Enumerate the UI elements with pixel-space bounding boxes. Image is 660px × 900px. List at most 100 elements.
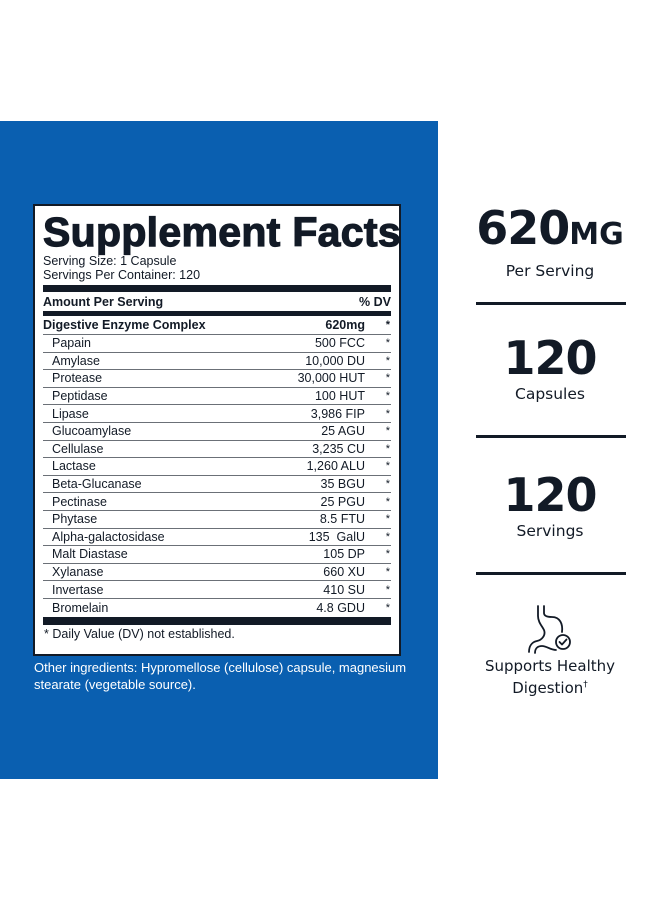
stat-servings: 120 Servings bbox=[440, 470, 660, 541]
stat-number: 120 bbox=[503, 468, 597, 522]
ingredient-name: Glucoamylase bbox=[52, 424, 132, 439]
ingredient-dv: * bbox=[385, 495, 390, 508]
ingredient-dv: * bbox=[385, 390, 390, 403]
ingredient-amount: 100 HUT bbox=[314, 389, 365, 404]
ingredient-dv: * bbox=[385, 548, 390, 561]
ingredient-amount: 8.5 FTU bbox=[319, 512, 365, 527]
table-row: Xylanase 660 XU * bbox=[43, 564, 391, 582]
facts-title: Supplement Facts bbox=[42, 209, 401, 255]
table-row-complex: Digestive Enzyme Complex 620mg * bbox=[43, 316, 391, 335]
stat-label: Per Serving bbox=[505, 262, 595, 280]
table-header: Amount Per Serving % DV bbox=[43, 292, 391, 311]
stat-divider bbox=[476, 435, 626, 438]
table-row: Lactase 1,260 ALU * bbox=[43, 458, 391, 476]
stat-value: 120 bbox=[440, 333, 660, 383]
ingredient-name: Bromelain bbox=[52, 600, 109, 615]
table-row: Bromelain 4.8 GDU * bbox=[43, 599, 391, 617]
ingredient-dv: * bbox=[385, 530, 390, 543]
divider-bar bbox=[43, 311, 391, 316]
ingredient-name: Digestive Enzyme Complex bbox=[43, 318, 206, 332]
divider-bar bbox=[43, 616, 391, 625]
ingredient-amount: 25 AGU bbox=[321, 424, 365, 439]
table-row: Amylase 10,000 DU * bbox=[43, 353, 391, 371]
divider-bar bbox=[43, 285, 391, 292]
ingredient-name: Xylanase bbox=[52, 565, 104, 580]
ingredient-name: Cellulase bbox=[52, 441, 104, 456]
table-row: Alpha-galactosidase 135 GalU * bbox=[43, 529, 391, 547]
ingredient-amount: 1,260 ALU bbox=[306, 459, 365, 474]
serving-size: Serving Size: 1 Capsule bbox=[43, 254, 177, 268]
ingredient-dv: * bbox=[385, 478, 390, 491]
table-row: Cellulase 3,235 CU * bbox=[43, 441, 391, 459]
ingredient-amount: 105 DP bbox=[323, 547, 365, 562]
supplement-facts-label: Supplement Facts Serving Size: 1 Capsule… bbox=[33, 204, 401, 656]
ingredient-amount: 4.8 GDU bbox=[316, 600, 365, 615]
ingredient-name: Lactase bbox=[52, 459, 96, 474]
ingredient-amount: 10,000 DU bbox=[305, 353, 365, 368]
table-row: Protease 30,000 HUT * bbox=[43, 370, 391, 388]
ingredient-dv: * bbox=[385, 460, 390, 473]
feature-label-text: Digestion bbox=[512, 679, 584, 697]
ingredient-dv: * bbox=[385, 583, 390, 596]
table-row: Invertase 410 SU * bbox=[43, 581, 391, 599]
header-amount: Amount Per Serving bbox=[43, 294, 164, 309]
stat-unit: MG bbox=[569, 217, 624, 252]
ingredient-amount: 660 XU bbox=[323, 565, 365, 580]
ingredient-dv: * bbox=[385, 425, 390, 438]
stat-value: 620MG bbox=[440, 203, 660, 260]
feature-label-line2: Digestion† bbox=[440, 677, 660, 697]
table-row: Pectinase 25 PGU * bbox=[43, 493, 391, 511]
feature-label-line1: Supports Healthy bbox=[484, 657, 615, 675]
dagger-mark: † bbox=[583, 680, 588, 690]
stat-value: 120 bbox=[440, 470, 660, 520]
stat-number: 620 bbox=[476, 201, 570, 255]
ingredient-dv: * bbox=[385, 337, 390, 350]
feature-healthy-digestion: Supports Healthy Digestion† bbox=[440, 604, 660, 697]
ingredient-amount: 30,000 HUT bbox=[297, 371, 365, 386]
other-ingredients: Other ingredients: Hypromellose (cellulo… bbox=[34, 660, 407, 692]
table-row: Lipase 3,986 FIP * bbox=[43, 405, 391, 423]
table-row: Malt Diastase 105 DP * bbox=[43, 546, 391, 564]
ingredient-name: Peptidase bbox=[52, 389, 108, 404]
ingredient-amount: 35 BGU bbox=[320, 477, 365, 492]
ingredient-name: Phytase bbox=[52, 512, 98, 527]
stomach-check-icon bbox=[528, 605, 571, 654]
ingredient-dv: * bbox=[385, 407, 390, 420]
ingredient-name: Invertase bbox=[52, 582, 104, 597]
stat-per-serving: 620MG Per Serving bbox=[440, 203, 660, 281]
ingredient-name: Protease bbox=[52, 371, 103, 386]
ingredient-amount: 3,235 CU bbox=[312, 441, 365, 456]
ingredient-amount: 500 FCC bbox=[314, 336, 365, 351]
dv-footnote: * Daily Value (DV) not established. bbox=[44, 626, 235, 641]
ingredient-dv: * bbox=[385, 354, 390, 367]
ingredient-amount: 25 PGU bbox=[320, 494, 365, 509]
ingredient-name: Pectinase bbox=[52, 494, 107, 509]
stat-label: Servings bbox=[516, 522, 584, 540]
ingredient-dv: * bbox=[385, 601, 390, 614]
header-dv: % DV bbox=[359, 294, 391, 309]
ingredient-name: Papain bbox=[52, 336, 91, 351]
ingredient-amount: 3,986 FIP bbox=[310, 406, 365, 421]
ingredient-dv: * bbox=[385, 513, 390, 526]
table-row: Peptidase 100 HUT * bbox=[43, 388, 391, 406]
ingredient-amount: 135 GalU bbox=[308, 529, 365, 544]
stat-label: Capsules bbox=[515, 385, 585, 403]
ingredient-dv: * bbox=[385, 566, 390, 579]
table-row: Beta-Glucanase 35 BGU * bbox=[43, 476, 391, 494]
ingredient-name: Beta-Glucanase bbox=[52, 477, 142, 492]
ingredient-name: Alpha-galactosidase bbox=[52, 529, 165, 544]
stat-number: 120 bbox=[503, 331, 597, 385]
table-row: Phytase 8.5 FTU * bbox=[43, 511, 391, 529]
ingredient-amount: 620mg bbox=[325, 318, 365, 332]
servings-per-container: Servings Per Container: 120 bbox=[43, 268, 201, 282]
ingredient-amount: 410 SU bbox=[323, 582, 365, 597]
ingredient-dv: * bbox=[385, 442, 390, 455]
ingredient-dv: * bbox=[385, 319, 390, 331]
ingredient-name: Lipase bbox=[52, 406, 89, 421]
stat-divider bbox=[476, 572, 626, 575]
stat-divider bbox=[476, 302, 626, 305]
stat-capsules: 120 Capsules bbox=[440, 333, 660, 404]
table-row: Glucoamylase 25 AGU * bbox=[43, 423, 391, 441]
ingredient-name: Amylase bbox=[52, 353, 100, 368]
table-row: Papain 500 FCC * bbox=[43, 335, 391, 353]
